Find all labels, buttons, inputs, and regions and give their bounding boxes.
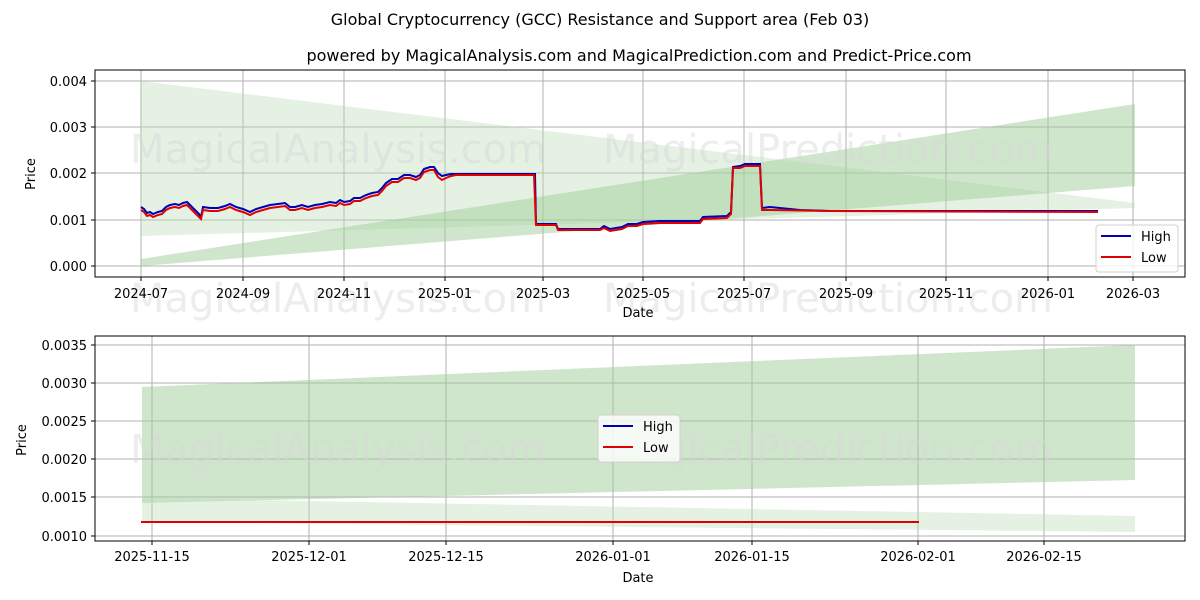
top-x-tick: 2024-09 [216,287,270,302]
bottom-x-tick: 2026-02-01 [880,550,956,565]
legend-high-label: High [1141,230,1171,245]
top-y-tick: 0.004 [50,75,87,90]
top-y-tick: 0.000 [50,260,87,275]
bottom-x-tick: 2025-12-15 [408,550,484,565]
bottom-y-tick: 0.0020 [42,453,88,468]
top-panel: MagicalAnalysis.com MagicalPrediction.co… [24,69,1186,322]
watermark-analysis-mid: MagicalAnalysis.com [130,276,546,322]
top-y-axis-label: Price [24,158,39,190]
top-x-tick: 2025-09 [819,287,873,302]
bottom-y-tick: 0.0035 [42,339,88,354]
bottom-y-axis-label: Price [15,424,30,456]
top-x-tick: 2025-03 [516,287,570,302]
top-low-line [140,165,1099,233]
top-x-tick: 2025-11 [919,287,973,302]
bottom-x-tick: 2025-12-01 [271,550,347,565]
watermark-analysis-bottom: MagicalAnalysis.com [130,427,546,473]
bottom-legend: High Low [597,414,681,463]
top-x-tick: 2026-03 [1106,287,1160,302]
top-legend: High Low [1095,224,1179,273]
bottom-panel: MagicalAnalysis.com MagicalPrediction.co… [15,335,1186,586]
watermark-prediction-top: MagicalPrediction.com [603,127,1053,173]
legend-low-label: Low [643,441,669,456]
bottom-resistance-band [142,498,1135,532]
top-x-tick: 2025-01 [418,287,472,302]
bottom-x-tick: 2026-02-15 [1006,550,1082,565]
watermark-prediction-mid: MagicalPrediction.com [603,276,1053,322]
bottom-y-tick: 0.0015 [42,491,88,506]
bottom-x-tick: 2026-01-15 [714,550,790,565]
top-high-line [140,163,1098,231]
bottom-x-tick: 2026-01-01 [575,550,651,565]
top-support-band [141,104,1135,266]
top-y-tick: 0.002 [50,167,87,182]
bottom-y-tick: 0.0010 [42,530,88,545]
top-x-tick: 2026-01 [1021,287,1075,302]
top-x-tick: 2024-11 [317,287,371,302]
top-x-tick: 2025-05 [616,287,670,302]
legend-low-label: Low [1141,251,1167,266]
bottom-x-axis: 2025-11-15 2025-12-01 2025-12-15 2026-01… [114,541,1082,586]
top-y-tick: 0.001 [50,214,87,229]
bottom-y-tick: 0.0025 [42,415,88,430]
top-y-axis: 0.004 0.003 0.002 0.001 0.000 Price [24,75,95,275]
bottom-axes-frame [94,335,1186,542]
chart-title: Global Cryptocurrency (GCC) Resistance a… [330,10,870,29]
top-x-tick: 2025-07 [717,287,771,302]
bottom-y-tick: 0.0030 [42,377,88,392]
chart-subtitle: powered by MagicalAnalysis.com and Magic… [306,46,972,65]
top-x-tick: 2024-07 [114,287,168,302]
top-x-axis: 2024-07 2024-09 2024-11 2025-01 2025-03 … [114,277,1160,321]
watermark-analysis-top: MagicalAnalysis.com [130,127,546,173]
bottom-x-axis-label: Date [622,571,653,586]
legend-high-label: High [643,420,673,435]
bottom-y-axis: 0.0035 0.0030 0.0025 0.0020 0.0015 0.001… [15,339,95,545]
bottom-x-tick: 2025-11-15 [114,550,190,565]
top-x-axis-label: Date [622,306,653,321]
top-y-tick: 0.003 [50,121,87,136]
